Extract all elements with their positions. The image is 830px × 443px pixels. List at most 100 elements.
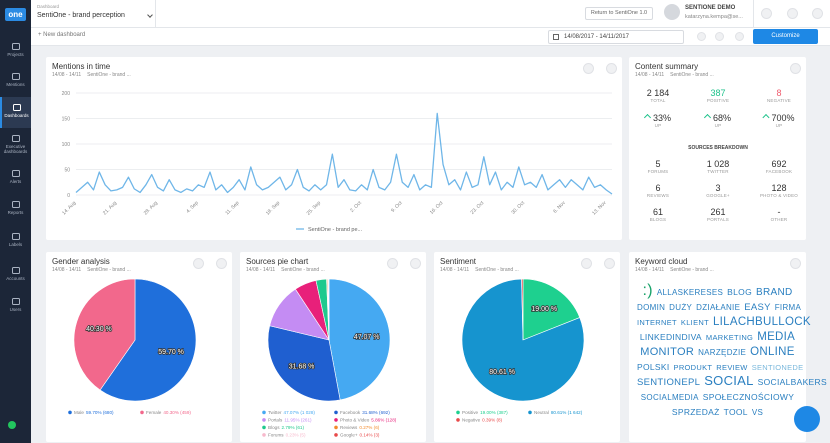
- sidebar: one Projects Mentions Dashboards Executive …: [0, 0, 31, 443]
- keyword[interactable]: MARKETING: [705, 333, 754, 342]
- legend-name: Female: [146, 410, 162, 415]
- summary-change: 700% UP: [763, 113, 794, 128]
- card-button[interactable]: [790, 258, 801, 269]
- source-count-value: 1 028: [706, 159, 730, 169]
- keyword[interactable]: SENTIONEPL: [637, 377, 701, 388]
- legend-dot: [334, 425, 338, 430]
- nav-item[interactable]: Accounts: [0, 260, 31, 291]
- keyword[interactable]: SPOŁECZNOŚCIOWY: [702, 392, 795, 402]
- card-subtitle: 14/08 - 14/11 SentiOne - brand ...: [52, 72, 137, 78]
- keyword[interactable]: BRAND: [756, 287, 793, 298]
- date-range: 14/08 - 14/11: [52, 267, 82, 273]
- keyword[interactable]: TOOL: [723, 407, 748, 417]
- legend-item: Neutral 80.61% (1 642): [534, 410, 583, 415]
- source-count: 261 PORTALS: [707, 207, 729, 222]
- legend-dot: [528, 410, 532, 415]
- notifications-icon[interactable]: [761, 8, 772, 19]
- refresh-icon[interactable]: [697, 32, 706, 41]
- nav-item[interactable]: Reports: [0, 194, 31, 225]
- line-series: [75, 112, 613, 195]
- legend-detail: 0.39% (8): [482, 418, 502, 423]
- keyword[interactable]: LILACHBULLOCK: [712, 316, 811, 328]
- keyword[interactable]: VS: [751, 408, 764, 417]
- keyword[interactable]: MONITOR: [640, 346, 695, 358]
- legend-detail: 5.86% (128): [371, 418, 396, 423]
- keyword[interactable]: PRODUKT: [673, 363, 713, 372]
- source-count-value: 5: [655, 159, 661, 169]
- legend-name: Facebook: [340, 410, 361, 415]
- card-button[interactable]: [387, 258, 398, 269]
- slice-label: 31.68 %: [289, 364, 315, 371]
- keyword[interactable]: SOCIALMEDIA: [640, 393, 699, 402]
- keyword[interactable]: LINKEDINDIVA: [639, 332, 702, 342]
- legend-dot: [456, 418, 460, 422]
- dashboard-select[interactable]: SentiOne - brand perception: [37, 12, 125, 19]
- layout-icon[interactable]: [715, 32, 724, 41]
- keyword[interactable]: MEDIA: [757, 331, 796, 343]
- header-icons: [753, 0, 830, 28]
- legend-name: Portals: [268, 418, 283, 423]
- customize-button[interactable]: Customize: [753, 29, 818, 44]
- keyword[interactable]: EASY: [744, 302, 771, 313]
- card-button[interactable]: [193, 258, 204, 269]
- legend-name: Positive: [462, 410, 479, 415]
- keyword[interactable]: SPRZEDAŻ: [671, 407, 720, 417]
- logo[interactable]: one: [0, 0, 31, 28]
- breakdown-title: SOURCES BREAKDOWN: [688, 145, 748, 151]
- summary-total-label: NEGATIVE: [766, 98, 792, 103]
- keyword[interactable]: DOMIN: [637, 303, 666, 312]
- card-button[interactable]: [604, 258, 615, 269]
- pie-slice: [267, 325, 341, 402]
- keyword[interactable]: DZIAŁANIE: [696, 303, 741, 312]
- pie-chart: 47.07 % 31.68 % Twitter 47.07% (1 028) Faceb…: [262, 278, 397, 438]
- y-tick-label: 200: [62, 91, 71, 97]
- summary-total-value: 8: [776, 88, 782, 98]
- help-icon[interactable]: [787, 8, 798, 19]
- keyword[interactable]: NARZĘDZIE: [698, 348, 747, 357]
- card-button[interactable]: [581, 258, 592, 269]
- keyword[interactable]: SOCIAL: [704, 373, 754, 388]
- keyword[interactable]: DUŻY: [669, 303, 693, 312]
- list-icon[interactable]: [735, 32, 744, 41]
- date-range: 14/08 - 14/11: [246, 267, 276, 273]
- keyword[interactable]: SOCIALBAKERS: [757, 377, 827, 387]
- nav-item[interactable]: Executive dashboards: [0, 128, 31, 159]
- chat-button[interactable]: [794, 406, 820, 432]
- keyword[interactable]: INTERNET: [637, 318, 677, 327]
- legend-dot: [334, 433, 338, 437]
- legend-detail: 19.00% (387): [480, 410, 508, 415]
- new-dashboard[interactable]: + New dashboard: [38, 32, 86, 38]
- nav-item[interactable]: Alerts: [0, 163, 31, 194]
- keyword[interactable]: FIRMA: [774, 303, 802, 312]
- card-button[interactable]: [790, 63, 801, 74]
- keyword[interactable]: ONLINE: [750, 346, 795, 358]
- card-button[interactable]: [583, 63, 594, 74]
- keyword[interactable]: KLIENT: [680, 318, 709, 327]
- keyword[interactable]: BLOG: [727, 287, 752, 297]
- nav-item[interactable]: Projects: [0, 36, 31, 67]
- nav-item[interactable]: Dashboards: [0, 97, 31, 128]
- nav-item[interactable]: Mentions: [0, 66, 31, 97]
- x-tick-label: 14. Aug: [61, 200, 77, 216]
- keyword[interactable]: REVIEW: [716, 363, 748, 372]
- card-button[interactable]: [606, 63, 617, 74]
- project-name: SentiOne - brand ...: [475, 267, 519, 273]
- nav-item[interactable]: Labels: [0, 226, 31, 257]
- card-button[interactable]: [216, 258, 227, 269]
- keyword[interactable]: :): [642, 282, 653, 299]
- card-button[interactable]: [410, 258, 421, 269]
- logout-icon[interactable]: [812, 8, 823, 19]
- summary-change-value: 700%: [763, 113, 794, 123]
- keyword[interactable]: ALLASKERESES: [656, 288, 724, 297]
- keyword[interactable]: POLSKI: [637, 362, 670, 372]
- nav-label: Projects: [7, 52, 24, 57]
- keyword[interactable]: SENTIONEDE: [751, 363, 804, 372]
- return-button[interactable]: Return to SentiOne 1.0: [585, 7, 653, 20]
- nav-item[interactable]: Users: [0, 291, 31, 322]
- legend-detail: 31.68% (692): [362, 410, 390, 415]
- legend-name: Google+: [340, 433, 358, 438]
- avatar[interactable]: [664, 4, 680, 20]
- legend-item: Positive 19.00% (387): [462, 410, 508, 415]
- date-picker[interactable]: 14/08/2017 - 14/11/2017: [548, 30, 684, 44]
- card-subtitle: 14/08 - 14/11 SentiOne - brand ...: [635, 267, 720, 273]
